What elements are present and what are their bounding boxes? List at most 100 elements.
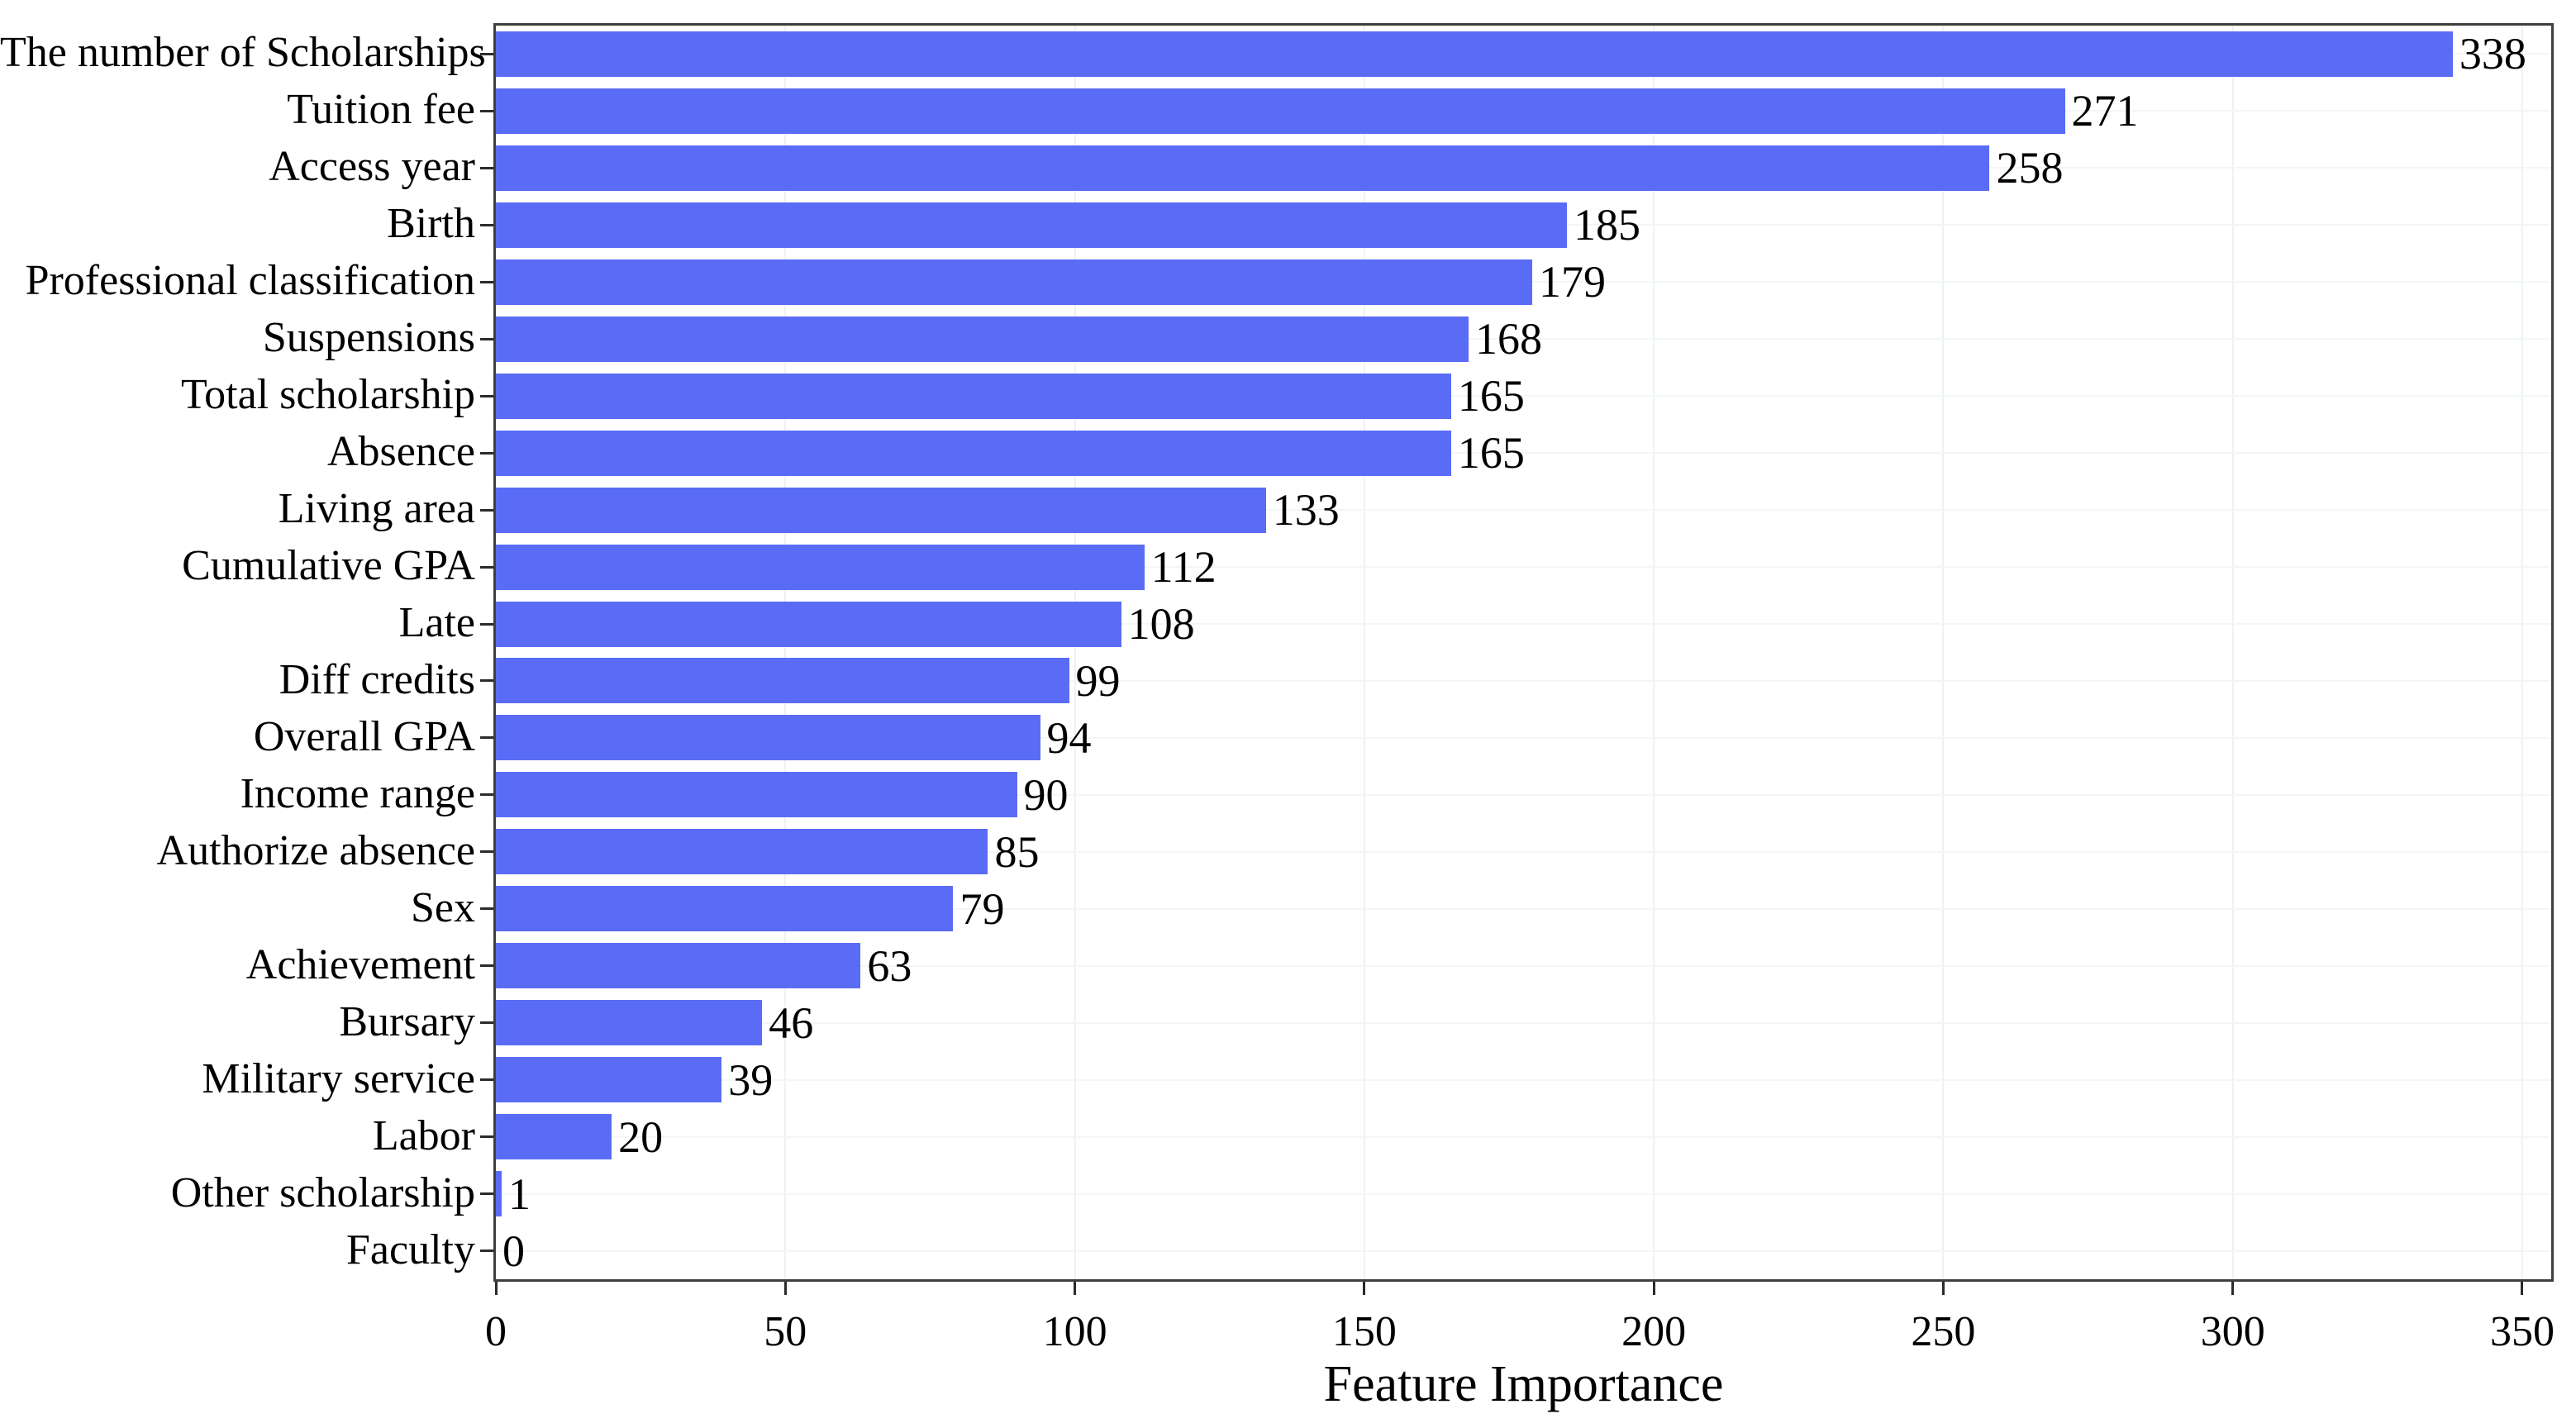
category-label: Absence — [326, 428, 475, 476]
y-tick — [480, 736, 493, 740]
category-label: Labor — [372, 1111, 475, 1159]
y-tick — [480, 1021, 493, 1025]
gridline-horizontal — [496, 1021, 2551, 1024]
y-tick — [480, 337, 493, 340]
bar — [496, 886, 954, 932]
y-tick — [480, 109, 493, 112]
y-tick — [480, 1250, 493, 1253]
x-axis-title: Feature Importance — [1323, 1356, 1724, 1412]
bar — [496, 715, 1040, 761]
category-label: Income range — [240, 769, 475, 817]
y-tick — [480, 451, 493, 455]
bar — [496, 487, 1266, 533]
bar — [496, 658, 1069, 704]
bar — [496, 601, 1121, 647]
gridline-horizontal — [496, 1192, 2551, 1195]
y-tick — [480, 565, 493, 569]
y-tick — [480, 793, 493, 797]
plot-area: 338 271 258 185 179 168 165 165 133 112 108 99 94 90 8… — [493, 23, 2554, 1282]
bar-value-label: 85 — [994, 826, 1040, 877]
gridline-horizontal — [496, 964, 2551, 967]
category-label: Tuition fee — [287, 86, 475, 134]
x-tick — [1074, 1282, 1077, 1295]
bar-value-label: 1 — [508, 1169, 531, 1219]
x-tick-label: 100 — [1042, 1308, 1107, 1355]
category-label: Achievement — [245, 940, 475, 988]
bar — [496, 943, 861, 989]
y-tick — [480, 166, 493, 169]
category-label: Cumulative GPA — [182, 542, 475, 590]
category-label: Late — [398, 598, 475, 646]
y-tick — [480, 1078, 493, 1082]
x-tick-label: 0 — [485, 1308, 507, 1355]
gridline-vertical — [1942, 26, 1945, 1279]
bar-value-label: 271 — [2071, 86, 2139, 136]
gridline-horizontal — [496, 509, 2551, 512]
bar-value-label: 338 — [2459, 29, 2526, 79]
gridline-horizontal — [496, 736, 2551, 739]
category-label: Access year — [269, 143, 475, 191]
bar — [496, 1057, 722, 1103]
bar — [496, 202, 1568, 248]
y-tick — [480, 508, 493, 512]
bar — [496, 1114, 612, 1160]
category-label: Diff credits — [279, 655, 475, 703]
bar-value-label: 39 — [728, 1054, 774, 1105]
bar — [496, 772, 1017, 818]
y-tick — [480, 394, 493, 397]
y-tick — [480, 622, 493, 626]
y-tick — [480, 1135, 493, 1139]
category-label: Total scholarship — [181, 371, 475, 419]
bar-value-label: 20 — [618, 1111, 664, 1162]
x-tick — [1652, 1282, 1655, 1295]
y-tick — [480, 1192, 493, 1196]
gridline-horizontal — [496, 1250, 2551, 1252]
gridline-horizontal — [496, 850, 2551, 853]
y-tick — [480, 679, 493, 683]
gridline-horizontal — [496, 907, 2551, 910]
bar — [496, 31, 2453, 77]
bar-value-label: 94 — [1046, 712, 1092, 763]
bar — [496, 259, 1532, 305]
category-label: Sex — [411, 883, 475, 931]
bar-value-label: 63 — [867, 940, 912, 991]
x-tick — [2521, 1282, 2524, 1295]
gridline-horizontal — [496, 452, 2551, 455]
gridline-vertical — [1363, 26, 1365, 1279]
bar-value-label: 179 — [1539, 257, 1606, 307]
x-tick — [1363, 1282, 1366, 1295]
category-label: Birth — [387, 200, 475, 248]
x-tick-label: 200 — [1621, 1308, 1687, 1355]
gridline-horizontal — [496, 1135, 2551, 1138]
category-label: The number of Scholarships — [0, 29, 486, 77]
x-tick — [2231, 1282, 2235, 1295]
bar-value-label: 112 — [1150, 542, 1217, 593]
bar-value-label: 258 — [1996, 143, 2064, 193]
gridline-horizontal — [496, 338, 2551, 340]
bar-value-label: 79 — [959, 883, 1005, 934]
bar-value-label: 0 — [502, 1226, 525, 1276]
category-label: Authorize absence — [156, 826, 475, 874]
bar-value-label: 108 — [1127, 599, 1195, 650]
category-label: Living area — [278, 485, 475, 533]
x-tick-label: 250 — [1911, 1308, 1976, 1355]
x-tick — [1941, 1282, 1945, 1295]
x-tick — [494, 1282, 498, 1295]
x-tick — [783, 1282, 787, 1295]
bar-value-label: 133 — [1272, 485, 1340, 536]
y-tick — [480, 52, 493, 55]
category-label: Suspensions — [262, 314, 475, 362]
bar — [496, 829, 988, 875]
bar — [496, 145, 1990, 191]
bar-value-label: 99 — [1075, 655, 1121, 706]
bar — [496, 1000, 763, 1046]
gridline-vertical — [1653, 26, 1655, 1279]
gridline-horizontal — [496, 566, 2551, 569]
bar — [496, 544, 1145, 590]
gridline-horizontal — [496, 793, 2551, 796]
x-tick-label: 350 — [2489, 1308, 2555, 1355]
gridline-horizontal — [496, 395, 2551, 397]
bar — [496, 88, 2065, 134]
bar-value-label: 185 — [1574, 200, 1641, 250]
